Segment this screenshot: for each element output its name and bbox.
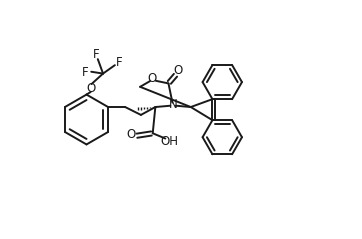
Text: F: F bbox=[81, 66, 88, 79]
Text: F: F bbox=[116, 56, 123, 69]
Text: OH: OH bbox=[161, 136, 179, 148]
Text: O: O bbox=[87, 81, 96, 94]
Text: O: O bbox=[148, 72, 157, 86]
Text: O: O bbox=[173, 64, 182, 77]
Text: N: N bbox=[169, 98, 178, 111]
Text: O: O bbox=[127, 128, 136, 141]
Text: F: F bbox=[93, 48, 100, 61]
